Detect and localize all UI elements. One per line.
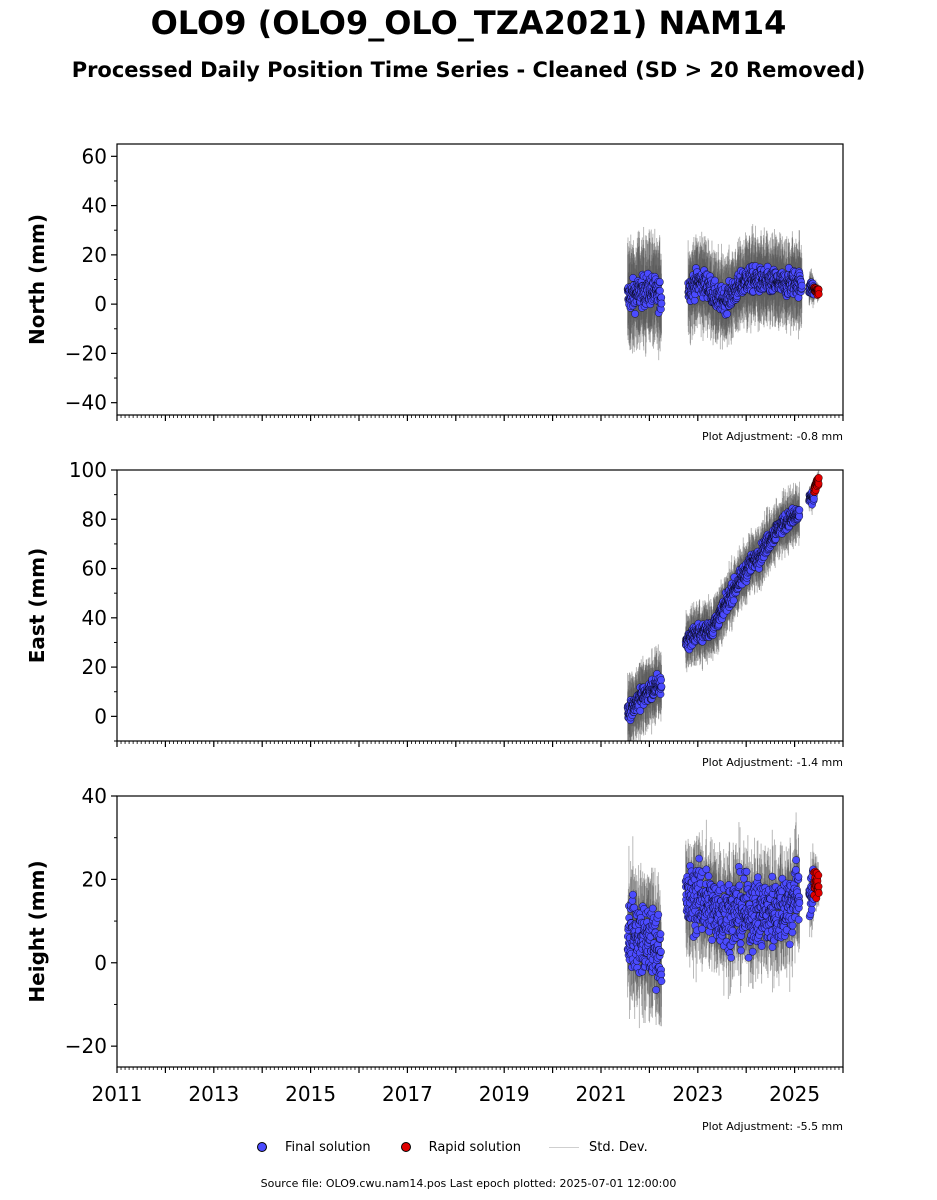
rapid-point <box>815 474 823 482</box>
final-point <box>798 281 806 290</box>
y-tick-label: 0 <box>94 292 107 316</box>
final-point <box>657 970 666 979</box>
final-point <box>636 707 645 715</box>
final-point <box>657 947 665 956</box>
y-tick-label: 60 <box>82 144 107 168</box>
plot-area <box>623 812 823 1029</box>
final-point <box>648 904 657 913</box>
plot-area <box>623 224 823 361</box>
y-tick-label: 20 <box>82 655 107 679</box>
final-point <box>654 910 663 919</box>
final-point <box>698 925 706 933</box>
plot-area <box>623 470 823 741</box>
final-point <box>629 890 637 899</box>
chart-title: OLO9 (OLO9_OLO_TZA2021) NAM14 <box>150 4 787 42</box>
final-point <box>657 676 665 684</box>
final-point <box>702 865 711 874</box>
final-point <box>810 495 818 503</box>
y-tick-label: 80 <box>82 507 107 531</box>
y-tick-label: 0 <box>94 704 107 728</box>
y-tick-label: 20 <box>82 243 107 267</box>
plot-adjustment-label: Plot Adjustment: -0.8 mm <box>702 430 843 443</box>
final-point <box>795 512 804 521</box>
final-point <box>631 310 639 318</box>
panel-0: −40 −20 0 20 40 60 North (mm) Plot Adjustment: … <box>25 143 844 443</box>
final-point <box>723 310 732 318</box>
final-point <box>695 854 703 863</box>
final-point <box>711 276 719 285</box>
final-point <box>656 286 664 295</box>
final-point <box>704 872 713 880</box>
final-point <box>657 682 666 691</box>
y-tick-label: 60 <box>82 557 107 581</box>
final-point <box>652 986 660 994</box>
final-point <box>729 596 738 605</box>
y-tick-label: 40 <box>82 194 107 218</box>
y-tick-label: 40 <box>82 606 107 630</box>
y-tick-label: −20 <box>65 341 107 365</box>
panel-1: 0 20 40 60 80 100 East (mm) Plot Adjustment: -1… <box>25 458 844 769</box>
rapid-point <box>815 290 823 298</box>
y-axis-label: East (mm) <box>25 548 49 664</box>
final-point <box>795 506 804 514</box>
plot-adjustment-label: Plot Adjustment: -1.4 mm <box>702 756 843 769</box>
y-tick-label: −40 <box>65 391 107 415</box>
final-point <box>656 930 665 938</box>
chart-subtitle: Processed Daily Position Time Series - C… <box>71 58 866 82</box>
y-tick-label: 100 <box>69 458 107 482</box>
final-point <box>657 977 666 985</box>
final-point <box>690 296 699 305</box>
final-point <box>657 299 666 308</box>
final-point <box>656 278 664 286</box>
y-axis-label: North (mm) <box>25 214 49 345</box>
